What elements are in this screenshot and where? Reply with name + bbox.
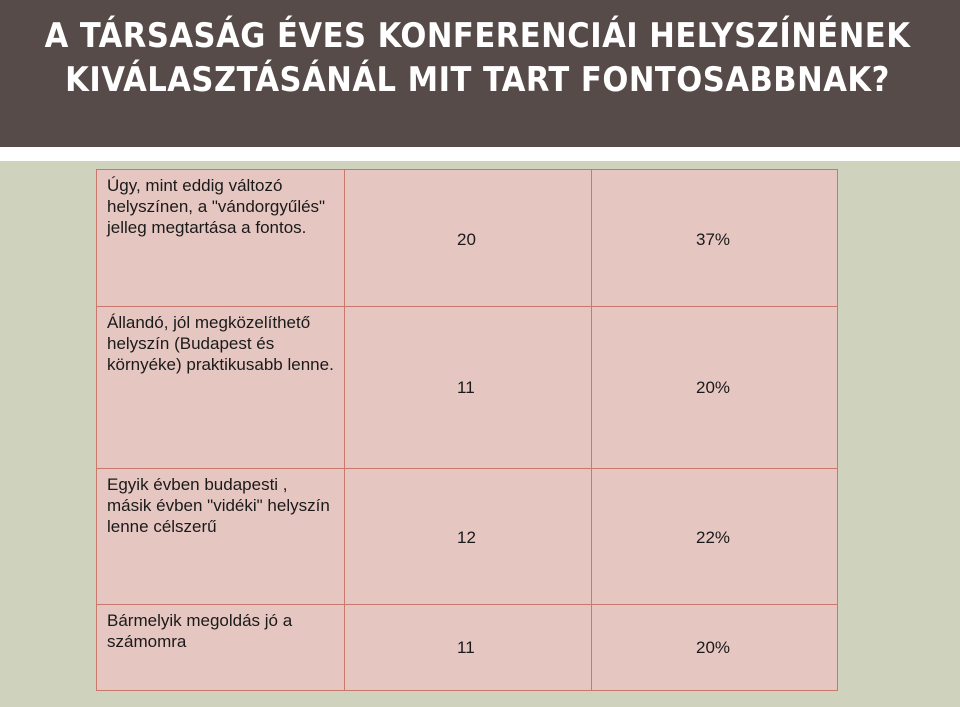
row-label-cell: Úgy, mint eddig változó helyszínen, a "v… bbox=[96, 169, 345, 307]
percent-cell: 22% bbox=[591, 468, 838, 605]
count-cell: 11 bbox=[344, 306, 592, 469]
row-label: Úgy, mint eddig változó helyszínen, a "v… bbox=[107, 176, 326, 237]
percent-cell: 20% bbox=[591, 306, 838, 469]
percent-value: 20% bbox=[696, 638, 731, 657]
percent-cell: 37% bbox=[591, 169, 838, 307]
table-row: Úgy, mint eddig változó helyszínen, a "v… bbox=[96, 169, 838, 307]
count-cell: 12 bbox=[344, 468, 592, 605]
row-label: Egyik évben budapesti , másik évben "vid… bbox=[107, 475, 330, 536]
title-bar: A TÁRSASÁG ÉVES KONFERENCIÁI HELYSZÍNÉNE… bbox=[0, 0, 960, 147]
count-value: 20 bbox=[457, 230, 476, 249]
row-label: Állandó, jól megközelíthető helyszín (Bu… bbox=[107, 313, 334, 374]
row-label-cell: Bármelyik megoldás jó a számomra bbox=[96, 604, 345, 691]
table-row: Állandó, jól megközelíthető helyszín (Bu… bbox=[96, 306, 838, 469]
results-table: Úgy, mint eddig változó helyszínen, a "v… bbox=[96, 169, 838, 691]
row-label-cell: Állandó, jól megközelíthető helyszín (Bu… bbox=[96, 306, 345, 469]
table-row: Egyik évben budapesti , másik évben "vid… bbox=[96, 468, 838, 605]
count-cell: 11 bbox=[344, 604, 592, 691]
row-label: Bármelyik megoldás jó a számomra bbox=[107, 611, 293, 651]
count-value: 12 bbox=[457, 528, 476, 547]
percent-value: 22% bbox=[696, 528, 731, 547]
count-value: 11 bbox=[457, 638, 475, 657]
count-value: 11 bbox=[457, 378, 475, 397]
title-divider bbox=[0, 147, 960, 161]
count-cell: 20 bbox=[344, 169, 592, 307]
percent-value: 20% bbox=[696, 378, 731, 397]
percent-value: 37% bbox=[696, 230, 731, 249]
row-label-cell: Egyik évben budapesti , másik évben "vid… bbox=[96, 468, 345, 605]
percent-cell: 20% bbox=[591, 604, 838, 691]
table-row: Bármelyik megoldás jó a számomra 11 20% bbox=[96, 604, 838, 691]
slide-title: A TÁRSASÁG ÉVES KONFERENCIÁI HELYSZÍNÉNE… bbox=[44, 16, 911, 100]
